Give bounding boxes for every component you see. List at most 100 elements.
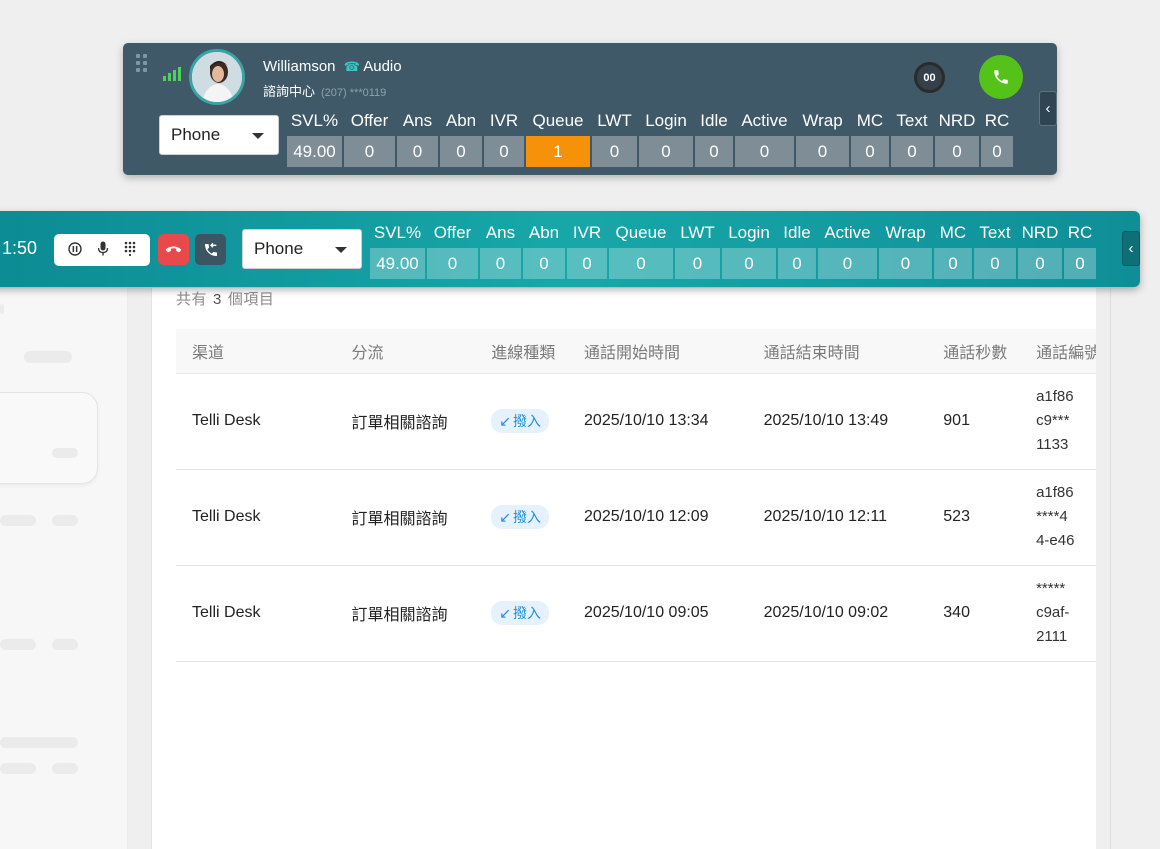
caller-name: Williamson [263,58,336,75]
inbound-badge-label: 撥入 [512,413,541,429]
stat-value: 0 [484,136,524,167]
stat-lwt: LWT 0 [592,105,637,167]
cell-channel: Telli Desk [176,469,332,566]
channel-select[interactable]: Phone [159,115,279,155]
call-id-line: a1f86 [1036,484,1074,501]
phone-icon [994,70,1008,84]
avatar[interactable] [189,49,245,105]
cell-queue: 訂單相關諮詢 [331,469,492,566]
stat-value: 0 [639,136,693,167]
microphone-icon[interactable] [97,241,109,259]
arrow-down-left-icon: ↙ [499,604,511,621]
cell-end-time: 2025/10/10 13:49 [763,373,944,470]
caller-sub-line: 諮詢中心 (207) ***0119 [263,81,386,100]
collapse-button[interactable]: ‹ [1039,91,1057,126]
stat-label: Queue [532,111,584,130]
table-row[interactable]: Telli Desk 訂單相關諮詢 ↙ 撥入 2025/10/10 09:05 2… [176,565,1096,662]
agent-status-bar: Williamson ☎ Audio 諮詢中心 (207) ***0119 00 … [123,43,1057,175]
stat-label: MC [856,111,884,130]
stat-value: 0 [523,248,565,279]
stat-queue: Queue 0 [609,217,673,279]
call-id-line: ****4 [1036,508,1068,525]
stat-text: Text 0 [974,217,1016,279]
stat-label: Text [896,111,928,130]
active-call-bar: 1:50 Phone SVL% 49.00 Offer 0 Ans 0 Abn 0 IV… [0,211,1140,287]
cell-channel: Telli Desk [176,373,332,470]
stat-label: LWT [680,223,715,242]
hangup-button[interactable] [158,234,189,265]
sidebar-skeleton [52,763,78,774]
call-id-line: ***** [1036,580,1066,597]
stat-label: RC [984,111,1010,130]
media-type: ☎ Audio [344,58,402,75]
stat-label: NRD [1021,223,1059,242]
inbound-badge: ↙ 撥入 [491,409,549,433]
records-total-prefix: 共有 [176,291,208,308]
call-duration: 1:50 [2,238,38,258]
dialpad-icon[interactable] [124,241,136,259]
stat-idle: Idle 0 [695,105,733,167]
arrow-down-left-icon: ↙ [499,508,511,525]
stat-label: Abn [528,223,560,242]
column-header-call-id[interactable]: 通話編號 [1036,329,1096,374]
answer-call-button[interactable] [979,55,1023,99]
stat-svl: SVL% 49.00 [370,217,425,279]
queue-name: 諮詢中心 [263,84,316,99]
table-row[interactable]: Telli Desk 訂單相關諮詢 ↙ 撥入 2025/10/10 13:34 2… [176,373,1096,470]
stat-label: Queue [615,223,667,242]
stat-label: SVL% [373,223,422,242]
column-header-queue[interactable]: 分流 [331,329,492,374]
caret-down-icon [252,133,264,139]
stat-label: Active [741,111,788,130]
table-row[interactable]: Telli Desk 訂單相關諮詢 ↙ 撥入 2025/10/10 12:09 2… [176,469,1096,566]
stat-value: 0 [1018,248,1062,279]
stat-value: 0 [778,248,816,279]
sidebar-skeleton [0,515,36,526]
column-header-start-time[interactable]: 通話開始時間 [584,329,764,374]
hold-icon[interactable] [67,241,82,259]
media-type-label: Audio [363,58,402,75]
stat-label: MC [939,223,967,242]
chevron-left-icon: ‹ [1045,100,1051,117]
sidebar-card [0,392,98,484]
stat-abn: Abn 0 [440,105,482,167]
column-header-end-time[interactable]: 通話結束時間 [763,329,944,374]
sidebar-skeleton [0,737,78,748]
chevron-left-icon: ‹ [1128,240,1134,257]
stat-value: 0 [891,136,933,167]
channel-select-value: Phone [171,125,221,144]
stat-value: 0 [609,248,673,279]
records-total-count: 3 [213,291,222,308]
stat-lwt: LWT 0 [675,217,720,279]
content-right-border [1110,288,1111,849]
stat-mc: MC 0 [934,217,972,279]
stat-value: 0 [567,248,607,279]
stat-value: 49.00 [370,248,425,279]
call-records-panel: 共有 3 個項目 渠道 分流 進線種類 通話開始時間 通話結束時間 通話秒數 通話編… [151,288,1096,849]
stat-text: Text 0 [891,105,933,167]
stat-value: 0 [397,136,438,167]
stat-abn: Abn 0 [523,217,565,279]
hangup-icon [165,245,182,252]
arrow-down-left-icon: ↙ [499,412,511,429]
transfer-call-button[interactable] [195,234,226,265]
drag-handle-icon[interactable] [136,54,148,72]
cell-seconds: 901 [943,373,1037,470]
stat-label: SVL% [290,111,339,130]
column-header-direction[interactable]: 進線種類 [491,329,585,374]
column-header-seconds[interactable]: 通話秒數 [943,329,1037,374]
stat-value: 0 [879,248,932,279]
stat-nrd: NRD 0 [1018,217,1062,279]
column-header-channel[interactable]: 渠道 [176,329,332,374]
stat-value: 1 [526,136,590,167]
stat-idle: Idle 0 [778,217,816,279]
channel-select[interactable]: Phone [242,229,362,269]
stat-label: Offer [433,223,472,242]
cell-direction: ↙ 撥入 [491,565,585,662]
stat-value: 0 [592,136,637,167]
inbound-badge-label: 撥入 [512,605,541,621]
collapse-button[interactable]: ‹ [1122,231,1140,266]
stat-label: Active [824,223,871,242]
stat-label: Ans [402,111,433,130]
stat-offer: Offer 0 [344,105,395,167]
